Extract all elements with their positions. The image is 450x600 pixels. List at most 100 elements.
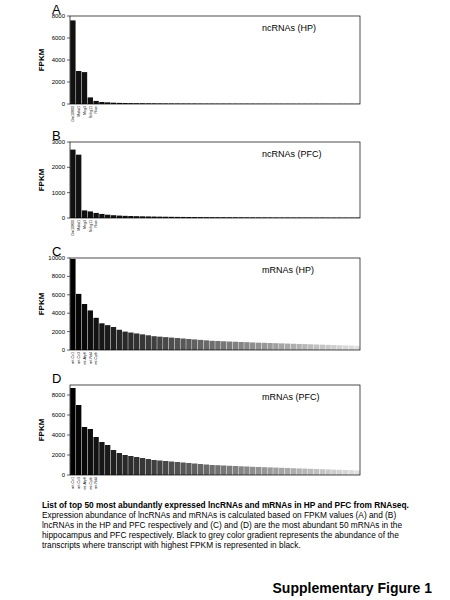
y-axis-label: FPKM (37, 292, 46, 315)
category-label: Gm10800 (71, 220, 75, 236)
tick-label: 2000 (52, 329, 66, 335)
category-label: mt-Nd4 (89, 352, 93, 364)
bar (233, 466, 238, 475)
bar (262, 467, 267, 475)
bar (99, 442, 104, 475)
bar (256, 343, 261, 350)
tick (67, 258, 70, 259)
bar (343, 345, 348, 350)
tick-label: 0 (62, 215, 66, 221)
bar (169, 462, 174, 476)
bar (314, 344, 319, 350)
figure-label: Supplementary Figure 1 (273, 580, 432, 596)
bar (267, 467, 272, 475)
tick-label: 0 (62, 347, 66, 353)
bar (105, 445, 110, 475)
bar (308, 469, 313, 475)
tick (67, 331, 70, 332)
category-label: mt-Atp6 (83, 477, 87, 490)
tick-label: 6000 (52, 35, 66, 41)
bar (88, 310, 93, 350)
bar (250, 342, 255, 350)
bar (117, 453, 122, 475)
bar (180, 463, 185, 476)
bar (291, 344, 296, 350)
bars (70, 259, 360, 350)
bar (354, 470, 359, 475)
bar (122, 332, 127, 350)
panel-title: mRNAs (PFC) (262, 392, 320, 402)
category-label: Gm10800 (71, 106, 75, 122)
tick (67, 82, 70, 83)
panel-letter: A (52, 2, 61, 17)
bar (76, 71, 81, 104)
bar (186, 463, 191, 475)
tick-label: 8000 (52, 392, 66, 398)
plot-frame (70, 258, 360, 350)
tick (67, 218, 70, 219)
bar (221, 341, 226, 350)
y-axis-label: FPKM (37, 418, 46, 441)
tick-label: 0 (62, 472, 66, 478)
category-label: mt-Cytb (94, 352, 98, 365)
bar (88, 97, 93, 104)
panel-title: mRNAs (HP) (262, 265, 314, 275)
tick (67, 455, 70, 456)
category-label: mt-Co3 (77, 352, 81, 364)
bar (302, 469, 307, 475)
panel-title: ncRNAs (PFC) (262, 149, 322, 159)
bar (296, 468, 301, 475)
category-label: mt-Atp6 (83, 352, 87, 365)
tick (67, 60, 70, 61)
bar (163, 461, 168, 475)
bar (88, 211, 93, 218)
tick-label: 1000 (52, 190, 66, 196)
bar (151, 336, 156, 350)
panel-letter: C (52, 244, 61, 259)
caption-title: List of top 50 most abundantly expressed… (42, 500, 409, 510)
bar (204, 465, 209, 476)
bar (279, 468, 284, 475)
tick (67, 475, 70, 476)
tick-label: 0 (62, 101, 66, 107)
bars (70, 388, 360, 475)
bar (70, 259, 75, 350)
bar (308, 344, 313, 350)
tick (67, 104, 70, 105)
bar (146, 459, 151, 475)
plot-frame (70, 16, 360, 104)
bar (233, 342, 238, 350)
bar (105, 325, 110, 350)
bar (99, 323, 104, 350)
bar (279, 343, 284, 350)
bar (209, 465, 214, 475)
bar (198, 464, 203, 475)
bar (111, 450, 116, 475)
bar (343, 470, 348, 475)
bar (151, 460, 156, 475)
category-label: Malat1 (77, 220, 81, 231)
bar (93, 213, 98, 218)
bar (250, 467, 255, 475)
bar (267, 343, 272, 350)
bar (331, 470, 336, 475)
bar (285, 468, 290, 475)
panel: 02000400060008000mt-Co1mt-Co3mt-Atp6mt-C… (37, 371, 360, 490)
bar (296, 344, 301, 350)
bar (111, 327, 116, 350)
category-label: mt-Nd4 (94, 477, 98, 489)
bar (70, 20, 75, 104)
bar (273, 468, 278, 475)
bar (128, 456, 133, 475)
bar (354, 346, 359, 350)
category-label: Meg3 (83, 220, 87, 229)
category-label: mt-Cytb (89, 477, 93, 490)
bar (302, 344, 307, 350)
bar (76, 155, 81, 218)
bar (117, 330, 122, 350)
category-label: mt-Co3 (77, 477, 81, 489)
bar (325, 469, 330, 475)
bar (175, 462, 180, 475)
bar (70, 150, 75, 218)
bar (93, 437, 98, 475)
